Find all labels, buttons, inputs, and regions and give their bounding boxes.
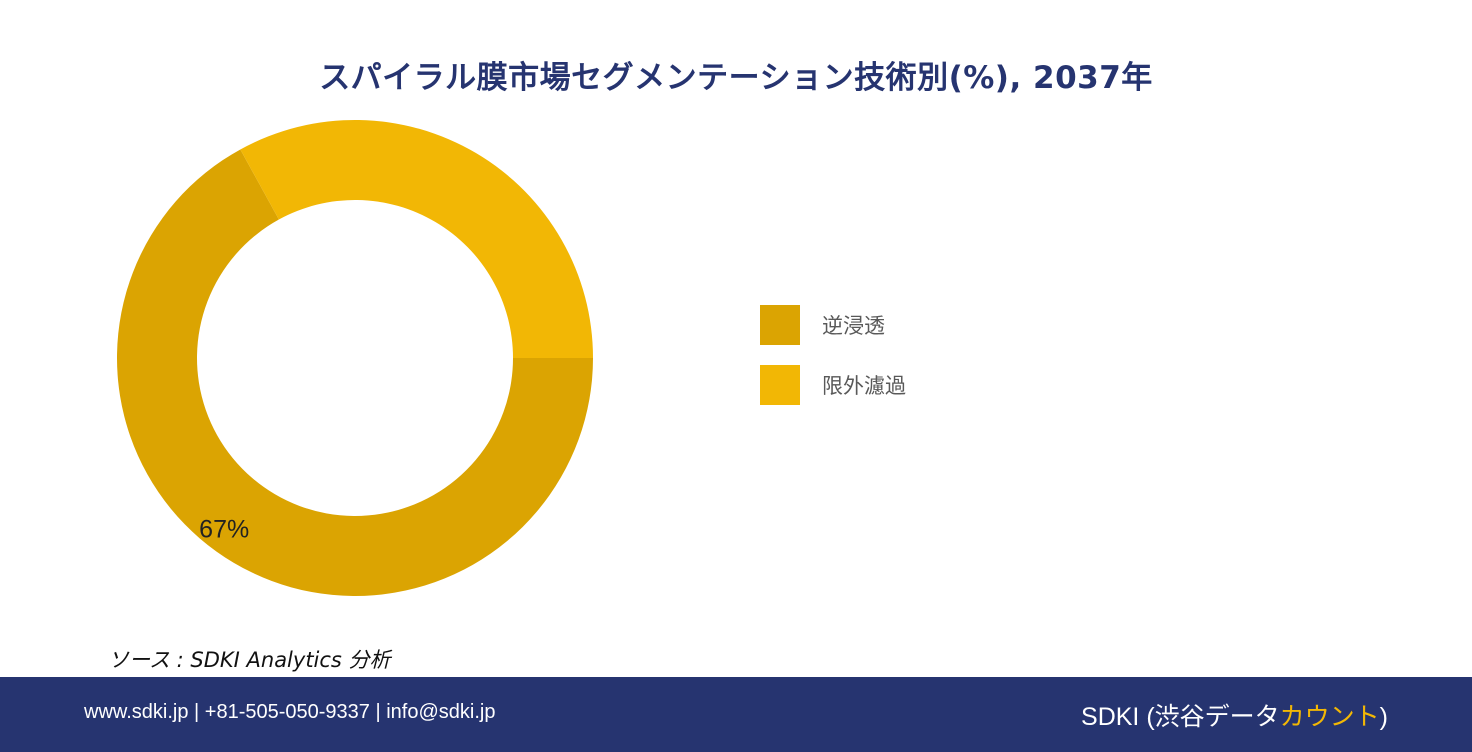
legend-swatch [760,365,800,405]
brand-accent: カウント [1279,703,1380,731]
legend-label: 逆浸透 [822,314,885,338]
footer-contact: www.sdki.jp | +81-505-050-9337 | info@sd… [84,701,496,723]
legend-item-reverse-osmosis[interactable]: 逆浸透 [760,305,906,345]
donut-chart: 67% [117,120,594,596]
donut-slice-0[interactable] [117,149,594,596]
chart-legend: 逆浸透 限外濾過 [760,305,906,425]
legend-item-ultrafiltration[interactable]: 限外濾過 [760,365,906,405]
source-note: ソース : SDKI Analytics 分析 [108,648,391,672]
slice-data-label: 67% [199,515,249,543]
footer-brand: SDKI (渋谷データカウント) [1081,697,1388,733]
chart-title: スパイラル膜市場セグメンテーション技術別(%), 2037年 [319,60,1153,96]
brand-suffix: ) [1379,703,1388,731]
brand-prefix: SDKI (渋谷データ [1081,703,1280,731]
donut-slice-1[interactable] [240,120,593,358]
footer-bar: www.sdki.jp | +81-505-050-9337 | info@sd… [0,677,1472,752]
legend-swatch [760,305,800,345]
legend-label: 限外濾過 [822,374,906,398]
